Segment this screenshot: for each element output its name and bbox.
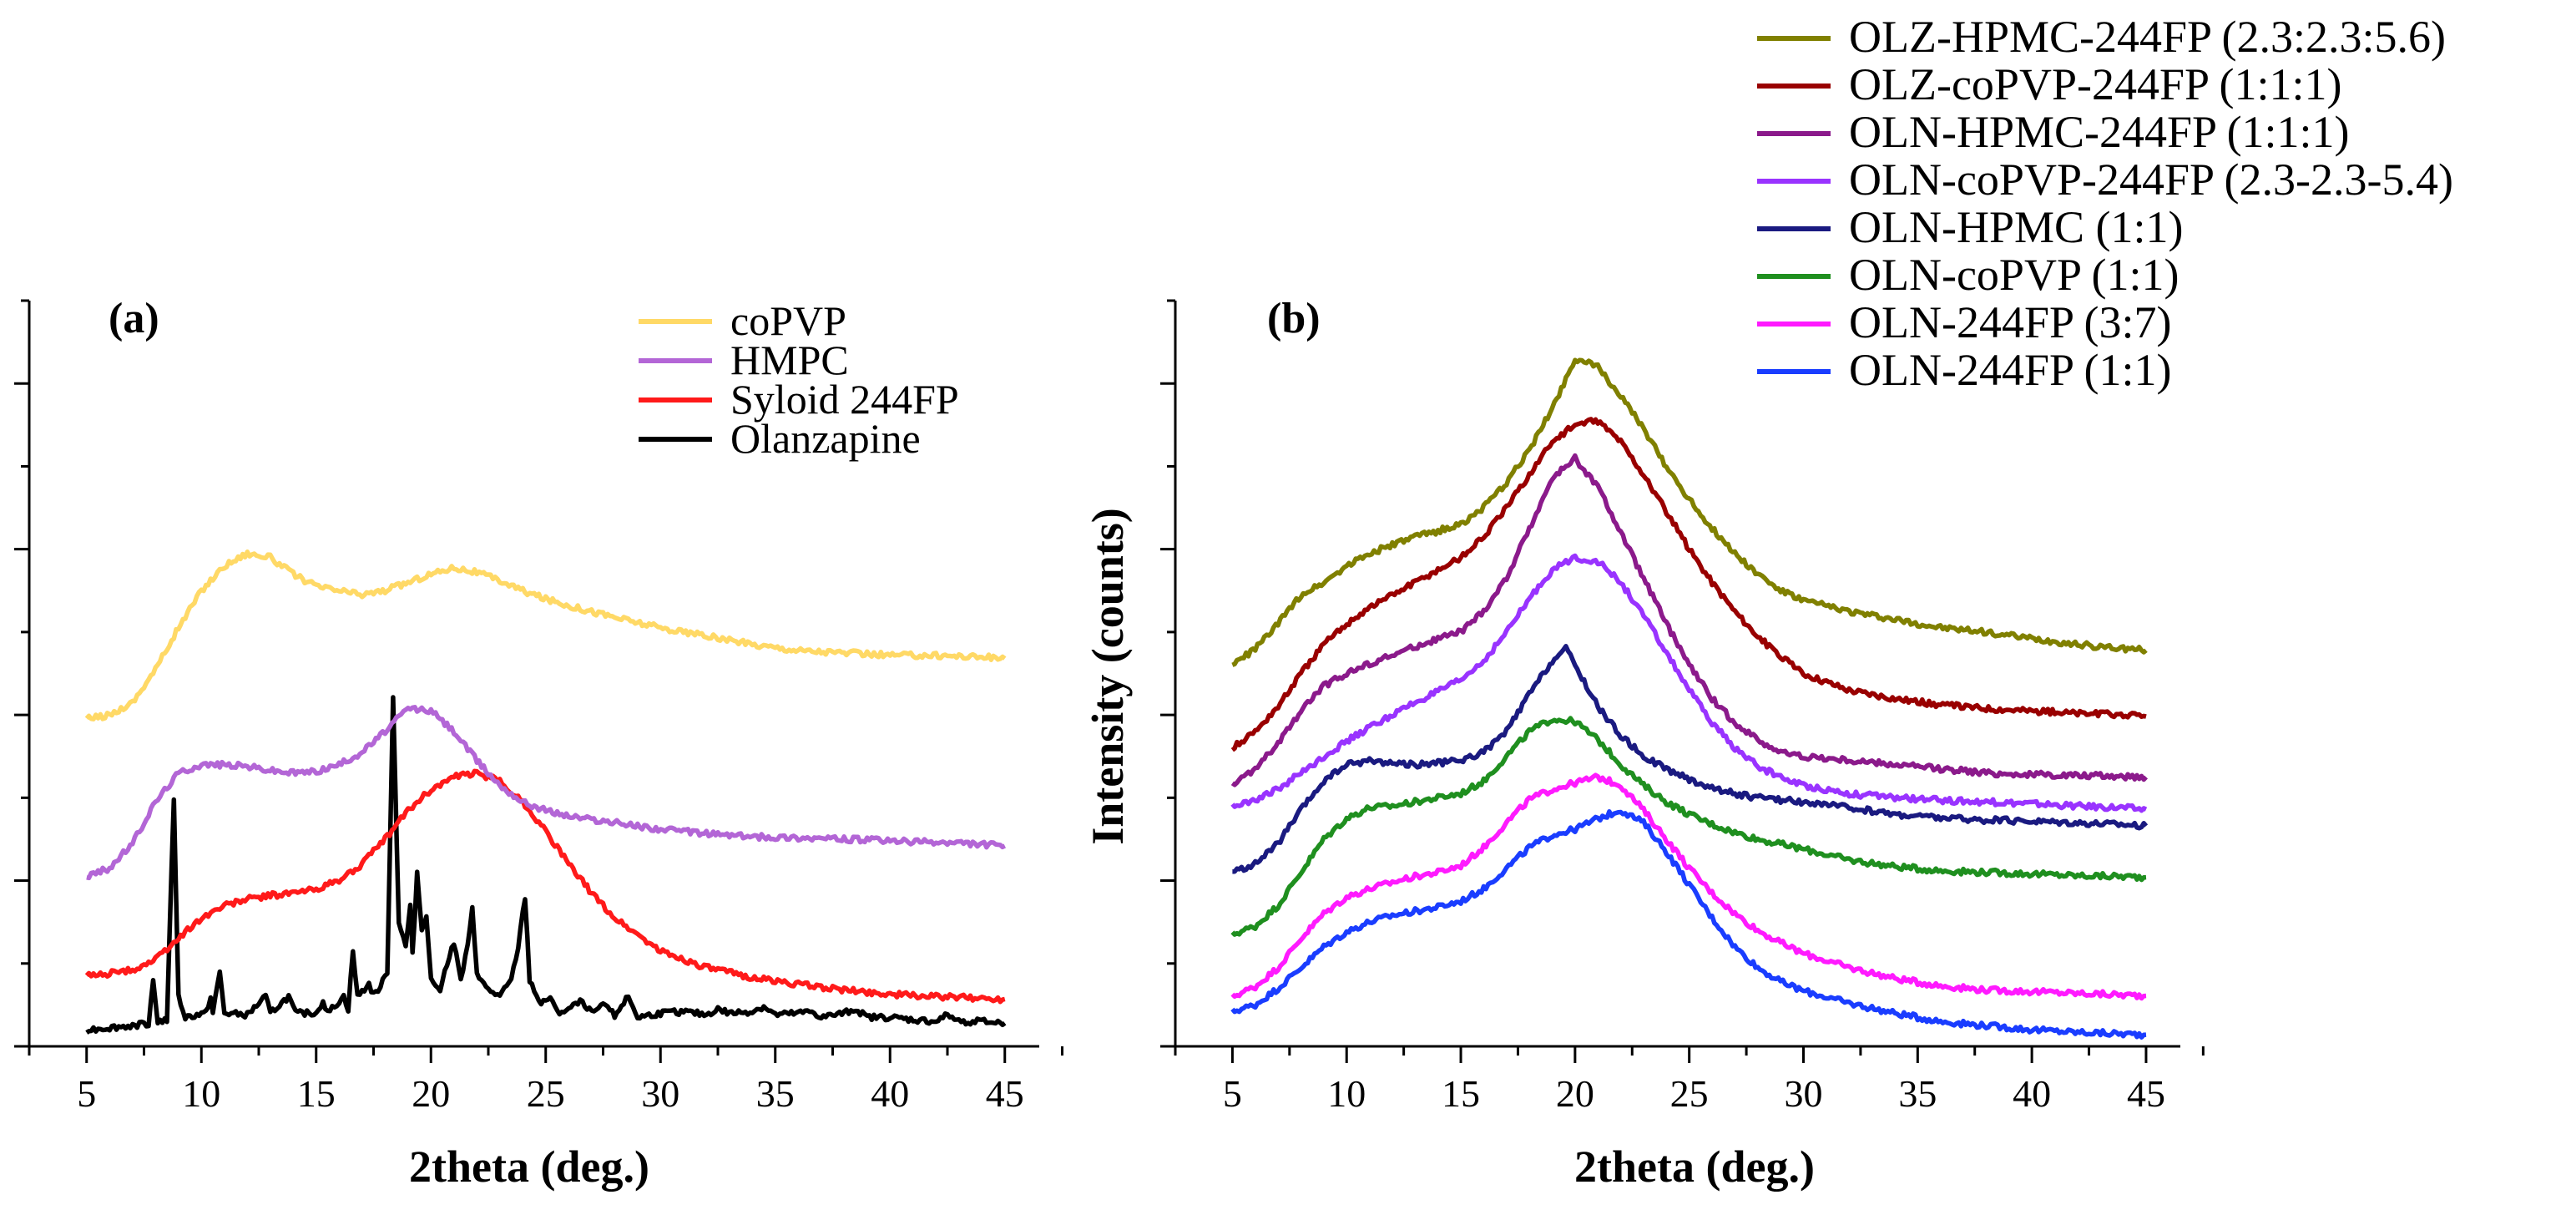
- series-line-hmpc: [86, 705, 1007, 881]
- x-tick-label: 5: [1223, 1072, 1242, 1115]
- panel-label-b: (b): [1267, 295, 1321, 342]
- series-line-oln-244fp-1-1: [1230, 809, 2147, 1040]
- panel-label-a: (a): [109, 295, 159, 342]
- x-tick-label: 30: [1785, 1072, 1823, 1115]
- x-tick-label: 35: [756, 1072, 795, 1115]
- series-line-oln-244fp-3-7: [1230, 772, 2147, 1001]
- panel-b-axes: 5 10 15 20 25 30 35 40 45: [1160, 299, 2205, 1115]
- legend-label: OLN-HPMC (1:1): [1849, 202, 2184, 252]
- series-line-oln-copvp-1-1: [1230, 716, 2147, 937]
- legend-label: OLN-HPMC-244FP (1:1:1): [1849, 107, 2350, 157]
- panel-a-series: [84, 549, 1007, 1035]
- legend-label: HMPC: [730, 337, 849, 383]
- x-tick-label: 35: [1898, 1072, 1937, 1115]
- legend-label: Olanzapine: [730, 415, 921, 462]
- series-line-olz-hpmc-244fp-2-3-2-3-5-6: [1231, 357, 2148, 667]
- x-tick-label: 10: [182, 1072, 220, 1115]
- legend-label: OLN-coPVP (1:1): [1849, 250, 2179, 300]
- x-tick-label: 25: [1670, 1072, 1709, 1115]
- x-tick-label: 30: [641, 1072, 679, 1115]
- x-tick-label: 40: [871, 1072, 909, 1115]
- legend-label: OLZ-HPMC-244FP (2.3:2.3:5.6): [1849, 12, 2446, 62]
- series-line-oln-hpmc-1-1: [1232, 644, 2149, 874]
- x-tick-label: 15: [1442, 1072, 1480, 1115]
- panel-b-series: [1230, 357, 2149, 1040]
- x-axis-title-b: 2theta (deg.): [1574, 1142, 1815, 1192]
- series-line-oln-hpmc-244fp-1-1-1: [1230, 453, 2149, 787]
- x-tick-label: 40: [2013, 1072, 2051, 1115]
- series-line-syloid-244fp: [84, 768, 1006, 1005]
- legend-label: OLN-coPVP-244FP (2.3-2.3-5.4): [1849, 154, 2453, 205]
- x-tick-label: 15: [297, 1072, 336, 1115]
- panel-a-axes: 5 10 15 20 25 30 35 40 45: [14, 299, 1063, 1115]
- x-tick-label: 10: [1327, 1072, 1366, 1115]
- x-axis-title-a: 2theta (deg.): [409, 1142, 649, 1192]
- panel-b-legend: OLZ-HPMC-244FP (2.3:2.3:5.6)OLZ-coPVP-24…: [1757, 12, 2453, 395]
- x-tick-label: 45: [986, 1072, 1024, 1115]
- y-axis-title-b: Intensity (counts): [1083, 508, 1133, 845]
- legend-label: OLZ-coPVP-244FP (1:1:1): [1849, 59, 2342, 109]
- series-line-olz-copvp-244fp-1-1-1: [1230, 417, 2147, 752]
- series-line-copvp: [84, 549, 1007, 721]
- x-tick-label: 45: [2127, 1072, 2165, 1115]
- legend-label: coPVP: [730, 297, 846, 344]
- x-tick-label: 5: [77, 1072, 96, 1115]
- series-line-olanzapine: [85, 695, 1007, 1035]
- panel-b: (b) 5 10 15 20 25 30 35 40 45 OLZ-HPMC-244FP (2.…: [1083, 12, 2453, 1192]
- legend-label: OLN-244FP (3:7): [1849, 297, 2172, 347]
- series-line-oln-copvp-244fp-2-3-2-3-5-4: [1230, 553, 2148, 813]
- x-tick-label: 25: [527, 1072, 565, 1115]
- x-tick-label: 20: [1556, 1072, 1594, 1115]
- legend-label: OLN-244FP (1:1): [1849, 345, 2172, 395]
- x-tick-label: 20: [412, 1072, 450, 1115]
- legend-label: Syloid 244FP: [730, 376, 959, 423]
